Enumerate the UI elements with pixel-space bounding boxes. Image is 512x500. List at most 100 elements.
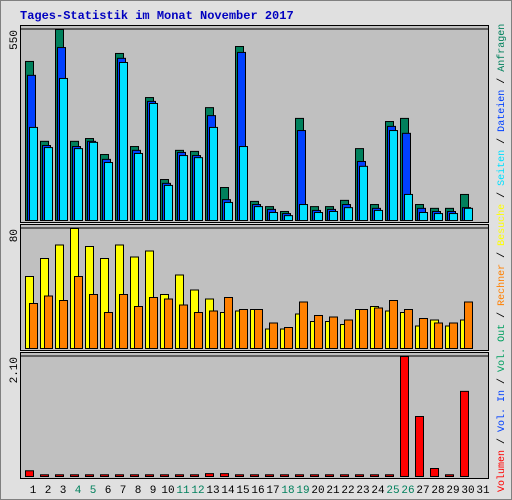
x-tick-label: 13 (206, 485, 219, 497)
bar (44, 147, 53, 221)
x-tick-label: 1 (30, 485, 37, 497)
bar (389, 300, 398, 349)
bar (374, 307, 383, 349)
x-tick-label: 14 (221, 485, 235, 497)
bar (115, 474, 124, 477)
bar (40, 474, 49, 477)
bar (220, 473, 229, 477)
x-tick-label: 19 (296, 485, 309, 497)
bar (70, 474, 79, 477)
bar (119, 294, 128, 349)
bar (449, 213, 458, 222)
bar (100, 474, 109, 477)
bar (389, 130, 398, 221)
legend-separator: / (496, 132, 508, 150)
bar (310, 474, 319, 477)
x-tick-label: 5 (90, 485, 97, 497)
x-tick-label: 29 (446, 485, 459, 497)
x-tick-label: 9 (150, 485, 157, 497)
bar (325, 474, 334, 477)
x-tick-label: 25 (386, 485, 399, 497)
bar (269, 322, 278, 349)
bar (419, 318, 428, 349)
x-tick-label: 20 (311, 485, 324, 497)
bar (329, 210, 338, 221)
bar (134, 306, 143, 349)
bar (164, 298, 173, 349)
legend-entry: Seiten (496, 150, 508, 186)
bar (235, 474, 244, 477)
x-tick-label: 6 (105, 485, 112, 497)
x-tick-label: 24 (371, 485, 385, 497)
bar (284, 327, 293, 349)
bar (89, 294, 98, 349)
legend-separator: / (496, 186, 508, 204)
bar (209, 126, 218, 221)
legend-entry: Vol. Out (496, 324, 508, 372)
bar (329, 316, 338, 349)
x-tick-label: 30 (461, 485, 474, 497)
x-tick-label: 16 (251, 485, 264, 497)
x-tick-label: 26 (401, 485, 414, 497)
bar (89, 141, 98, 221)
bar (254, 206, 263, 221)
x-tick-label: 2 (45, 485, 52, 497)
legend-separator: / (496, 432, 508, 450)
x-tick-label: 21 (326, 485, 340, 497)
x-tick-label: 4 (75, 485, 82, 497)
x-tick-label: 8 (135, 485, 142, 497)
bar (44, 295, 53, 349)
bar (254, 309, 263, 349)
bar (340, 474, 349, 477)
bar (239, 146, 248, 222)
bar (415, 416, 424, 477)
x-tick-label: 23 (356, 485, 369, 497)
bar (344, 207, 353, 221)
chart-title: Tages-Statistik im Monat November 2017 (20, 9, 294, 23)
bar (445, 474, 454, 477)
bar (430, 468, 439, 477)
bar (419, 212, 428, 221)
bar (194, 312, 203, 349)
bar (104, 312, 113, 349)
bar (74, 276, 83, 349)
y-tick-label: 2.10 (9, 357, 21, 383)
legend-entry: Rechner (496, 264, 508, 306)
bar (224, 201, 233, 221)
y-tick-label: 550 (9, 30, 21, 50)
bar (449, 322, 458, 349)
bar (265, 474, 274, 477)
y-tick-label: 80 (9, 229, 21, 242)
bar (299, 204, 308, 221)
bar (460, 390, 469, 478)
legend-entry: Vol. In (496, 390, 508, 432)
legend-entry: Dateien (496, 90, 508, 132)
bar (29, 126, 38, 221)
bar (179, 304, 188, 349)
x-tick-label: 22 (341, 485, 354, 497)
bar (269, 212, 278, 221)
legend-separator: / (496, 72, 508, 90)
x-tick-label: 11 (176, 485, 190, 497)
bar (299, 301, 308, 349)
panel-frame (20, 352, 489, 479)
bar (160, 474, 169, 477)
bar (175, 474, 184, 477)
x-tick-label: 27 (416, 485, 429, 497)
bar (314, 315, 323, 349)
bar (145, 474, 154, 477)
x-tick-label: 15 (236, 485, 249, 497)
x-tick-label: 31 (476, 485, 490, 497)
x-tick-label: 18 (281, 485, 294, 497)
bar (284, 215, 293, 222)
x-tick-label: 17 (266, 485, 279, 497)
bar (370, 474, 379, 477)
bar (359, 309, 368, 349)
bar (374, 209, 383, 222)
bar (104, 162, 113, 221)
x-tick-label: 12 (191, 485, 204, 497)
legend-entry: Volumen (496, 450, 508, 492)
bar (190, 474, 199, 477)
bar (179, 155, 188, 221)
